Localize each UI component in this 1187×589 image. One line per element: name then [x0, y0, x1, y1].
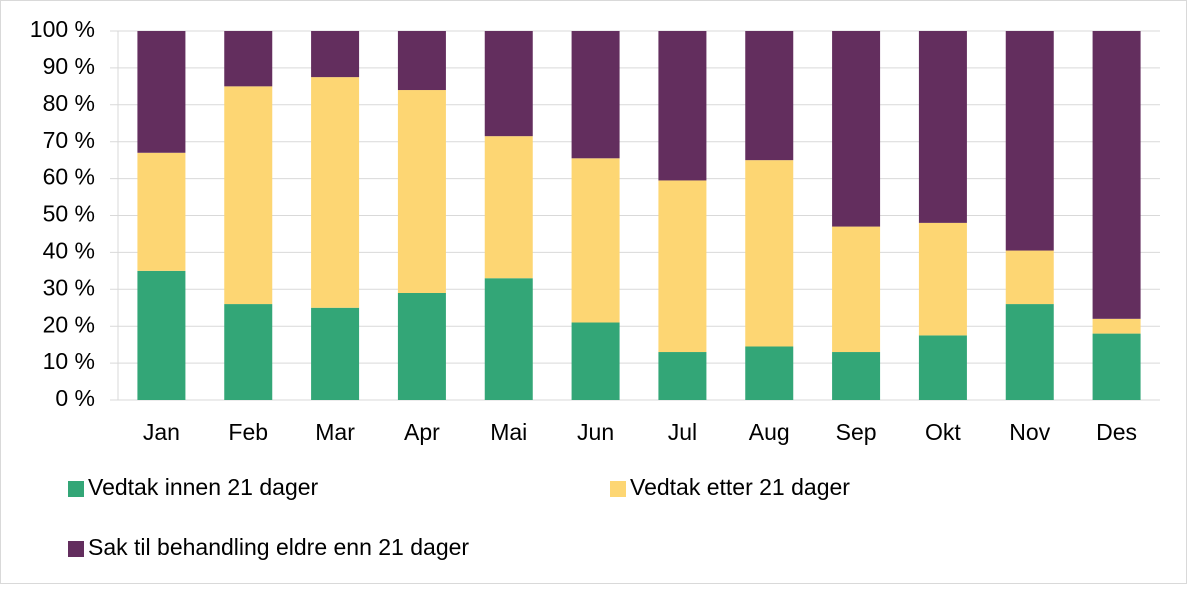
bar-segment [832, 352, 881, 400]
bar-segment [745, 160, 794, 347]
bar-segment [311, 77, 360, 308]
legend-swatch [610, 481, 626, 497]
bar-segment [1005, 31, 1054, 251]
x-tick-label: Mar [315, 419, 355, 445]
bar-segment [745, 346, 794, 400]
bar-segment [1005, 304, 1054, 400]
y-tick-label: 10 % [43, 348, 95, 374]
bar-segment [137, 270, 186, 400]
legend-label: Vedtak innen 21 dager [88, 474, 319, 500]
bar-segment [137, 152, 186, 271]
bar-segment [918, 335, 967, 400]
bar-segment [571, 158, 620, 323]
bar-segment [832, 226, 881, 353]
y-tick-label: 40 % [43, 237, 95, 263]
y-tick-label: 50 % [43, 201, 95, 227]
x-tick-label: Jul [668, 419, 697, 445]
bar-segment [1092, 31, 1141, 319]
bar-segment [484, 136, 533, 279]
bar-segment [918, 222, 967, 336]
x-tick-label: Des [1096, 419, 1137, 445]
y-tick-label: 100 % [30, 16, 95, 42]
bar-segment [918, 31, 967, 223]
bar-segment [224, 304, 273, 400]
bar-segment [397, 90, 446, 293]
bar-segment [311, 307, 360, 400]
bar-segment [1092, 333, 1141, 400]
y-tick-label: 60 % [43, 164, 95, 190]
bar-segment [137, 31, 186, 153]
bar-segment [658, 180, 707, 353]
bar-segment [745, 31, 794, 161]
bar-segment [484, 278, 533, 400]
bar-segment [832, 31, 881, 227]
legend-label: Sak til behandling eldre enn 21 dager [88, 534, 469, 560]
x-tick-label: Feb [228, 419, 268, 445]
y-tick-label: 30 % [43, 274, 95, 300]
bar-segment [658, 352, 707, 400]
bar-segment [397, 292, 446, 400]
x-tick-label: Jun [577, 419, 614, 445]
y-tick-label: 80 % [43, 90, 95, 116]
x-tick-label: Apr [404, 419, 440, 445]
x-tick-label: Okt [925, 419, 961, 445]
legend-swatch [68, 481, 84, 497]
bar-segment [1092, 318, 1141, 334]
x-tick-label: Nov [1009, 419, 1050, 445]
bar-segment [658, 31, 707, 181]
y-tick-label: 90 % [43, 53, 95, 79]
bar-segment [571, 322, 620, 400]
bar-segment [397, 31, 446, 91]
x-tick-label: Sep [836, 419, 877, 445]
x-tick-label: Mai [490, 419, 527, 445]
y-tick-label: 0 % [55, 385, 95, 411]
bar-segment [311, 31, 360, 78]
bar-segment [571, 31, 620, 159]
bar-segment [224, 31, 273, 87]
legend-swatch [68, 541, 84, 557]
bar-segment [1005, 250, 1054, 305]
x-tick-label: Jan [143, 419, 180, 445]
y-tick-label: 70 % [43, 127, 95, 153]
bar-segment [484, 31, 533, 137]
legend-label: Vedtak etter 21 dager [630, 474, 850, 500]
x-tick-label: Aug [749, 419, 790, 445]
y-tick-label: 20 % [43, 311, 95, 337]
bar-segment [224, 86, 273, 305]
